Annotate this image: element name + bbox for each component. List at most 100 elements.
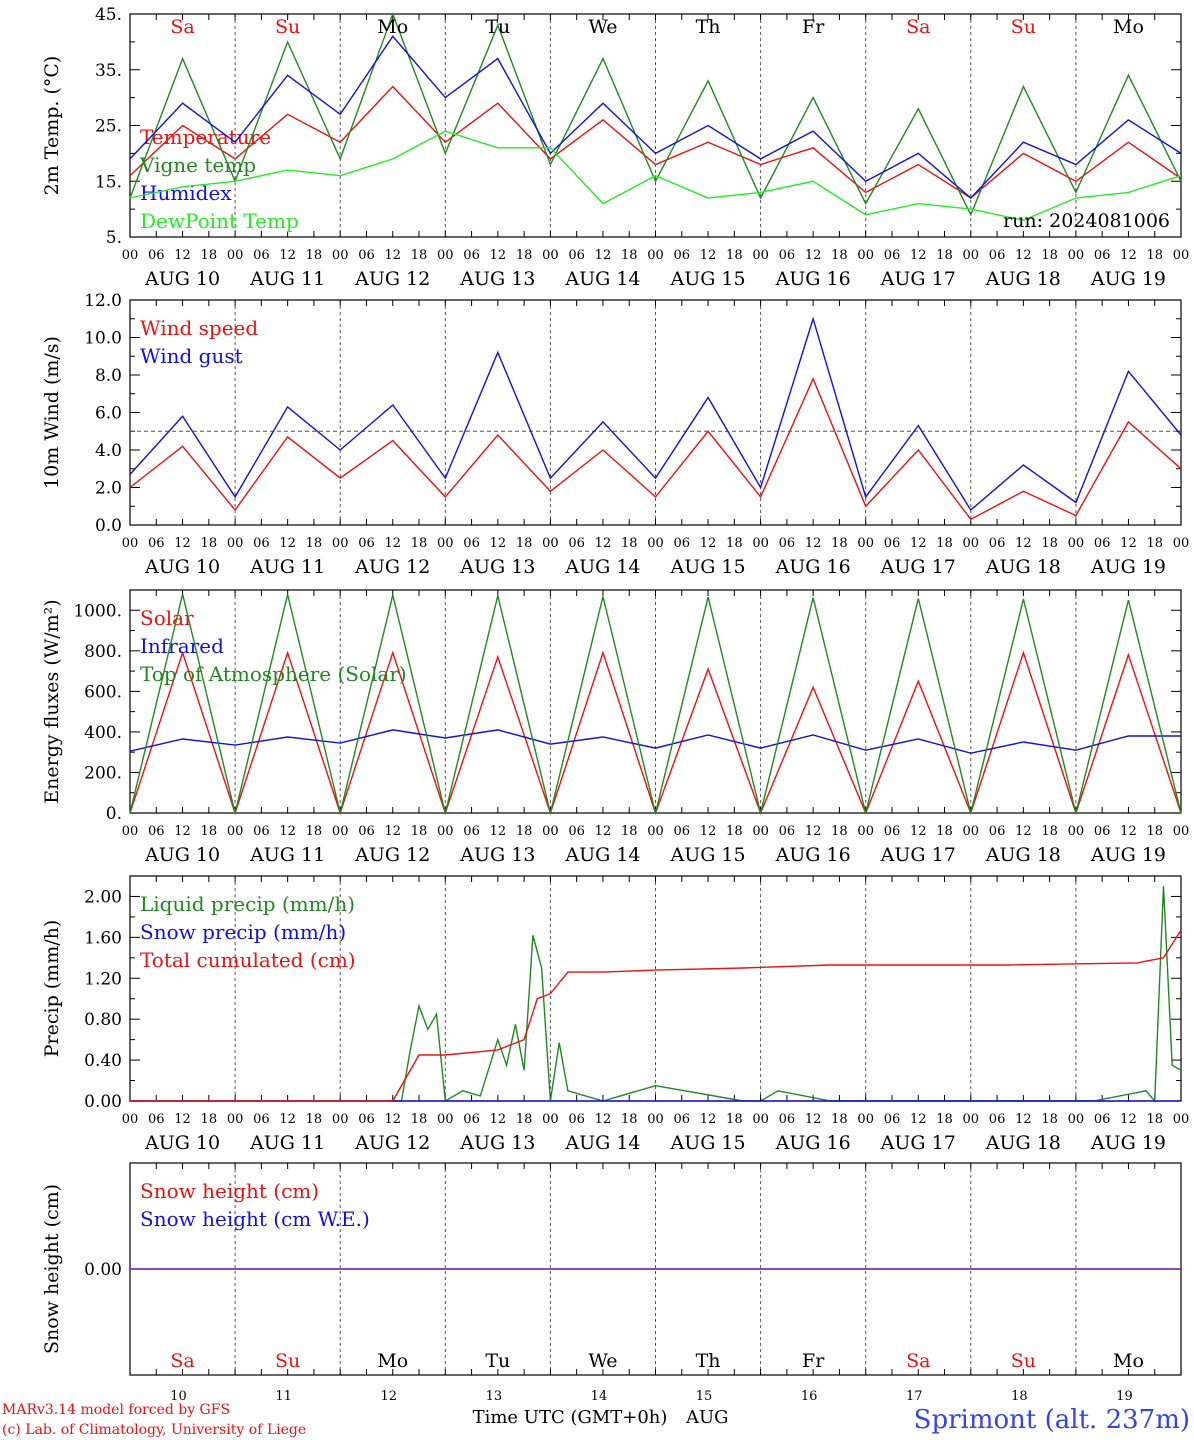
weekday-label: Su <box>1011 16 1036 38</box>
hour-tick-label: 06 <box>358 824 375 839</box>
y-tick-label: 2.0 <box>95 479 122 499</box>
hour-tick-label: 18 <box>1041 824 1058 839</box>
day-number-label: 16 <box>801 1389 818 1404</box>
hour-tick-label: 18 <box>621 248 638 263</box>
hour-tick-label: 12 <box>174 248 191 263</box>
hour-tick-label: 12 <box>279 824 296 839</box>
month-label: AUG <box>685 1407 729 1428</box>
hour-tick-label: 06 <box>1094 824 1111 839</box>
hour-tick-label: 00 <box>647 536 664 551</box>
hour-tick-label: 00 <box>963 248 980 263</box>
hour-tick-label: 18 <box>726 1112 743 1127</box>
y-tick-label: 1.60 <box>84 928 122 948</box>
hour-tick-label: 06 <box>253 536 270 551</box>
panel-4: 0.00 0.40 0.80 1.20 1.60 2.00 Precip (mm/h) Liq… <box>41 875 1190 1154</box>
weekday-label: Mo <box>1113 1350 1144 1372</box>
legend-entry: Solar <box>140 606 194 630</box>
y-tick-label: 1000. <box>73 601 122 621</box>
hour-tick-label: 12 <box>384 1112 401 1127</box>
hour-tick-label: 00 <box>752 824 769 839</box>
hour-tick-label: 00 <box>1068 1112 1085 1127</box>
legend-entry: Top of Atmosphere (Solar) <box>140 662 407 686</box>
hour-tick-label: 06 <box>358 248 375 263</box>
hour-tick-label: 12 <box>700 824 717 839</box>
hour-tick-label: 12 <box>174 536 191 551</box>
legend-entry: Infrared <box>140 634 224 658</box>
weekday-label: Tu <box>485 1350 510 1372</box>
hour-tick-label: 06 <box>463 248 480 263</box>
day-label: AUG 11 <box>249 556 325 578</box>
day-label: AUG 15 <box>669 1132 745 1154</box>
hour-tick-label: 12 <box>490 824 507 839</box>
day-label: AUG 19 <box>1090 556 1166 578</box>
hour-tick-label: 18 <box>831 536 848 551</box>
day-label: AUG 14 <box>564 1132 640 1154</box>
run-label: run: 2024081006 <box>1003 210 1170 232</box>
hour-tick-label: 12 <box>1015 1112 1032 1127</box>
hour-tick-label: 00 <box>1173 1112 1190 1127</box>
hour-tick-label: 18 <box>411 1112 428 1127</box>
hour-tick-label: 12 <box>805 824 822 839</box>
day-label: AUG 11 <box>249 844 325 866</box>
hour-tick-label: 18 <box>306 824 323 839</box>
series-line-top-of-atmosphere-solar- <box>129 593 1182 814</box>
hour-tick-label: 18 <box>621 824 638 839</box>
series-line-temperature <box>129 85 1182 199</box>
hour-tick-label: 06 <box>674 1112 691 1127</box>
day-number-label: 14 <box>591 1389 608 1404</box>
hour-tick-label: 12 <box>1120 1112 1137 1127</box>
weekday-label: Mo <box>377 1350 408 1372</box>
hour-tick-label: 12 <box>174 824 191 839</box>
hour-tick-label: 18 <box>1146 824 1163 839</box>
hour-tick-label: 00 <box>857 536 874 551</box>
y-tick-label: 200. <box>84 763 122 783</box>
hour-tick-label: 12 <box>910 1112 927 1127</box>
hour-tick-label: 12 <box>595 824 612 839</box>
hour-tick-label: 18 <box>411 824 428 839</box>
lab-credit: (c) Lab. of Climatology, University of L… <box>2 1422 306 1438</box>
hour-tick-label: 18 <box>411 248 428 263</box>
y-tick-label: 0.00 <box>84 1092 122 1112</box>
hour-tick-label: 06 <box>884 824 901 839</box>
day-label: AUG 12 <box>354 268 430 290</box>
hour-tick-label: 18 <box>516 248 533 263</box>
hour-tick-label: 00 <box>857 248 874 263</box>
day-number-label: 17 <box>906 1389 923 1404</box>
hour-tick-label: 06 <box>674 824 691 839</box>
hour-tick-label: 12 <box>384 536 401 551</box>
hour-tick-label: 18 <box>936 536 953 551</box>
x-axis-label: Time UTC (GMT+0h) <box>473 1407 668 1428</box>
day-label: AUG 18 <box>985 844 1061 866</box>
series-line-infrared <box>129 729 1181 754</box>
hour-tick-label: 00 <box>332 1112 349 1127</box>
hour-tick-label: 06 <box>148 536 165 551</box>
hour-tick-label: 00 <box>542 248 559 263</box>
y-tick-label: 0.00 <box>84 1260 122 1280</box>
hour-tick-label: 18 <box>726 824 743 839</box>
hour-tick-label: 06 <box>568 1112 585 1127</box>
hour-tick-label: 00 <box>542 536 559 551</box>
day-label: AUG 12 <box>354 844 430 866</box>
hour-tick-label: 18 <box>831 824 848 839</box>
legend-entry: Total cumulated (cm) <box>140 948 356 972</box>
hour-tick-label: 12 <box>805 536 822 551</box>
weekday-label: Mo <box>377 16 408 38</box>
hour-tick-label: 00 <box>1173 536 1190 551</box>
y-tick-label: 400. <box>84 723 122 743</box>
hour-tick-label: 06 <box>253 824 270 839</box>
hour-tick-label: 18 <box>201 824 218 839</box>
series-line-total-cumulated-cm- <box>130 929 1182 1102</box>
hour-tick-label: 12 <box>805 1112 822 1127</box>
hour-tick-label: 06 <box>989 536 1006 551</box>
y-tick-label: 5. <box>106 228 122 248</box>
hour-tick-label: 12 <box>384 248 401 263</box>
hour-tick-label: 06 <box>989 1112 1006 1127</box>
model-credit: MARv3.14 model forced by GFS <box>2 1402 230 1418</box>
y-tick-label: 35. <box>95 61 122 81</box>
hour-tick-label: 00 <box>857 1112 874 1127</box>
hour-tick-label: 18 <box>726 248 743 263</box>
hour-tick-label: 18 <box>936 248 953 263</box>
day-label: AUG 19 <box>1090 844 1166 866</box>
hour-tick-label: 06 <box>253 1112 270 1127</box>
